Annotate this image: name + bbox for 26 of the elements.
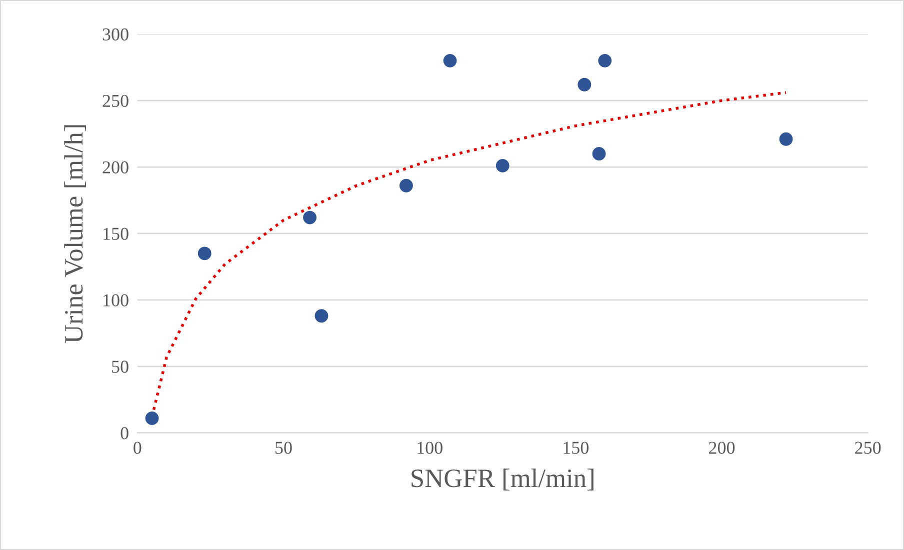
point xyxy=(314,309,328,323)
x-tick-label: 100 xyxy=(418,442,442,454)
y-axis-title: Urine Volume [ml/h] xyxy=(64,125,86,344)
x-tick-label: 250 xyxy=(855,442,881,454)
x-tick-label: 50 xyxy=(276,442,292,454)
x-tick-label: 200 xyxy=(709,442,735,454)
y-tick-label: 250 xyxy=(102,94,128,107)
point xyxy=(578,78,592,92)
point xyxy=(198,246,212,260)
y-tick-label: 200 xyxy=(102,161,128,174)
x-tick-label: 0 xyxy=(134,442,142,454)
point xyxy=(145,412,159,425)
x-tick-label: 150 xyxy=(564,442,589,454)
point xyxy=(400,178,413,192)
point xyxy=(443,54,457,68)
y-tick-label: 300 xyxy=(102,28,128,41)
y-tick-label: 150 xyxy=(104,228,128,240)
point xyxy=(592,147,606,160)
point xyxy=(779,132,793,146)
point xyxy=(303,210,316,224)
y-tick-label: 50 xyxy=(112,360,128,373)
y-tick-label: 0 xyxy=(120,427,128,440)
point xyxy=(598,54,612,68)
y-tick-label: 100 xyxy=(104,294,128,306)
x-axis-title: SNGFR [ml/min] xyxy=(412,468,594,491)
point xyxy=(496,158,510,172)
